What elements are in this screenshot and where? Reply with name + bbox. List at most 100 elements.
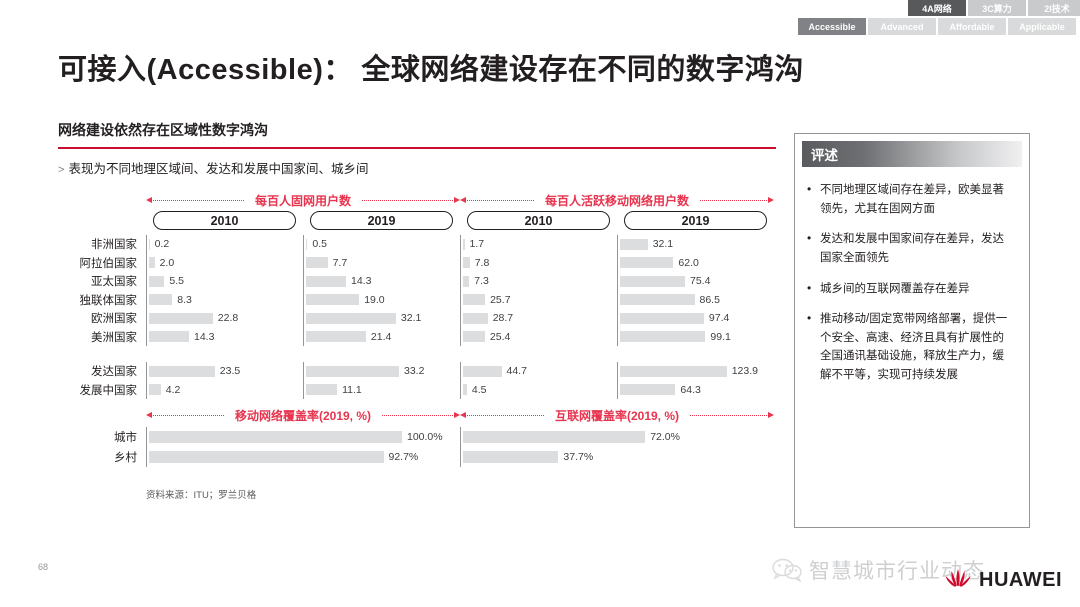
huawei-petals-icon	[945, 569, 971, 587]
bar	[149, 431, 402, 443]
huawei-logo: HUAWEI	[941, 567, 1062, 593]
bar-cell: 4.2	[146, 380, 303, 399]
bar	[463, 312, 488, 324]
bar-cell: 32.1	[617, 235, 774, 254]
bar-value-label: 0.5	[312, 238, 327, 251]
bar-cell: 64.3	[617, 380, 774, 399]
bar	[306, 257, 328, 269]
bar-cell: 23.5	[146, 362, 303, 381]
primary-tab-3[interactable]: 2I技术	[1028, 0, 1080, 16]
bar-cell: 7.7	[303, 253, 460, 272]
coverage-title-label: 互联网覆盖率(2019, %)	[554, 408, 680, 423]
commentary-header-label: 评述	[811, 148, 838, 163]
year-pill-2019[interactable]: 2019	[624, 211, 767, 230]
commentary-bullet-1: 不同地理区域间存在差异，欧美显著领先，尤其在固网方面	[805, 180, 1015, 218]
bar	[620, 331, 706, 343]
commentary-bullet-list: 不同地理区域间存在差异，欧美显著领先，尤其在固网方面发达和发展中国家间存在差异，…	[795, 167, 1029, 385]
group-title-line: 每百人活跃移动网络用户数	[460, 193, 775, 208]
bar	[149, 451, 384, 463]
bar-cell: 75.4	[617, 272, 774, 291]
year-pill-2019[interactable]: 2019	[310, 211, 453, 230]
primary-tab-bar[interactable]: 4A网络 3C算力 2I技术	[908, 0, 1080, 16]
coverage-title-label: 移动网络覆盖率(2019, %)	[234, 408, 372, 423]
bar	[306, 294, 360, 306]
bar-value-label: 5.5	[169, 275, 184, 288]
arrow-left-icon	[460, 411, 551, 419]
table-row: 亚太国家 5.5 14.3 7.3 75.4	[58, 272, 776, 291]
table-row: 发达国家 23.5 33.2 44.7 123.9	[58, 362, 776, 381]
bar	[149, 312, 213, 324]
primary-tab-1[interactable]: 4A网络	[908, 0, 966, 16]
bar	[463, 275, 470, 287]
bar-value-label: 7.7	[332, 256, 348, 269]
table-row: 独联体国家 8.3 19.0 25.7 86.5	[58, 290, 776, 309]
secondary-tab-1[interactable]: Accessible	[798, 18, 866, 35]
bar	[620, 294, 695, 306]
bar-cell: 14.3	[146, 327, 303, 346]
source-note: 资料来源：ITU；罗兰贝格	[146, 490, 257, 501]
secondary-tab-4[interactable]: Applicable	[1008, 18, 1076, 35]
bar	[463, 431, 646, 443]
bar	[620, 275, 685, 287]
bar-value-label: 32.1	[652, 238, 674, 251]
bar	[463, 257, 470, 269]
primary-tab-2[interactable]: 3C算力	[968, 0, 1026, 16]
table-row: 乡村 92.7% 37.7%	[58, 447, 776, 467]
secondary-tab-3[interactable]: Affordable	[938, 18, 1006, 35]
arrow-left-icon	[460, 196, 541, 204]
table-row: 美洲国家 14.3 21.4 25.4 99.1	[58, 327, 776, 346]
bar-cell: 44.7	[460, 362, 617, 381]
coverage-title-line: 移动网络覆盖率(2019, %)	[146, 408, 460, 423]
secondary-tab-bar[interactable]: Accessible Advanced Affordable Applicable	[798, 18, 1076, 35]
arrow-left-icon	[146, 196, 251, 204]
bar-cell: 22.8	[146, 309, 303, 328]
bar-value-label: 97.4	[708, 312, 730, 325]
chart-group-2: 每百人活跃移动网络用户数 2010 2019	[460, 193, 775, 230]
bar-value-label: 25.4	[489, 330, 511, 343]
bar	[306, 365, 399, 377]
bar-cell: 5.5	[146, 272, 303, 291]
bar	[149, 365, 215, 377]
chart-group-headers: 每百人固网用户数 2010 2019 每百人活跃移动网络用户数 2010 2019	[58, 193, 776, 230]
table-row: 发展中国家 4.2 11.1 4.5 64.3	[58, 380, 776, 399]
huawei-wordmark: HUAWEI	[979, 568, 1062, 591]
bar	[463, 365, 502, 377]
bar-value-label: 22.8	[217, 312, 239, 325]
coverage-group-headers: 移动网络覆盖率(2019, %) 互联网覆盖率(2019, %)	[58, 408, 776, 423]
bar-value-label: 72.0%	[650, 431, 680, 443]
secondary-tab-2[interactable]: Advanced	[868, 18, 936, 35]
bar-value-label: 32.1	[400, 312, 422, 325]
bar-value-label: 123.9	[731, 365, 758, 378]
bar-cell: 0.5	[303, 235, 460, 254]
digital-divide-chart: 每百人固网用户数 2010 2019 每百人活跃移动网络用户数 2010 2019 非洲国…	[58, 193, 776, 467]
arrow-right-icon	[355, 196, 461, 204]
bar-value-label: 19.0	[364, 293, 385, 306]
bar-cell: 4.5	[460, 380, 617, 399]
page-title: 可接入(Accessible)： 全球网络建设存在不同的数字鸿沟	[58, 54, 804, 86]
bar-cell: 25.4	[460, 327, 617, 346]
bar-cell: 7.8	[460, 253, 617, 272]
header-gutter	[58, 193, 146, 230]
bar-value-label: 25.7	[490, 293, 511, 306]
arrow-right-icon	[683, 411, 774, 419]
bar-value-label: 1.7	[469, 238, 485, 251]
bar	[306, 331, 366, 343]
bar-value-label: 14.3	[351, 275, 372, 288]
commentary-bullet-4: 推动移动/固定宽带网络部署，提供一个安全、高速、经济且具有扩展性的全国通讯基础设…	[805, 309, 1015, 385]
bar-cell: 2.0	[146, 253, 303, 272]
group-title-line: 每百人固网用户数	[146, 193, 461, 208]
bar	[463, 294, 486, 306]
bar-value-label: 14.3	[194, 330, 215, 343]
bar-cell: 72.0%	[460, 427, 774, 447]
bar-value-label: 23.5	[219, 365, 241, 378]
bar-value-label: 100.0%	[407, 431, 443, 443]
development-row-label: 发达国家	[91, 366, 137, 379]
bar	[620, 257, 674, 269]
bar	[149, 238, 150, 250]
table-row: 城市 100.0% 72.0%	[58, 427, 776, 447]
section-subtext-label: 表现为不同地理区域间、发达和发展中国家间、城乡间	[68, 162, 369, 176]
bar-cell: 37.7%	[460, 447, 774, 467]
year-pill-2010[interactable]: 2010	[467, 211, 610, 230]
development-row-label: 发展中国家	[79, 384, 138, 397]
year-pill-2010[interactable]: 2010	[153, 211, 296, 230]
